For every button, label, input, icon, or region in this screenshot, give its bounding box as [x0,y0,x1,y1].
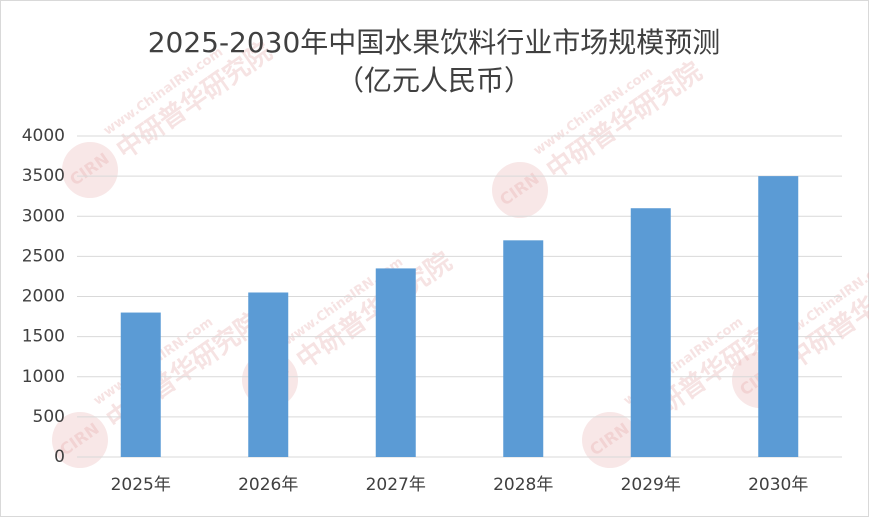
x-tick-label: 2029年 [621,475,681,495]
y-tick-label: 500 [33,407,65,427]
y-tick-label: 2500 [22,246,65,266]
y-tick-label: 3000 [22,206,65,226]
x-tick-label: 2027年 [366,475,426,495]
watermark-logo-circle [52,412,108,468]
bar [375,268,416,457]
bar [248,292,289,457]
y-tick-label: 0 [54,447,65,467]
y-tick-label: 1000 [22,367,65,387]
bar [503,240,544,457]
chart-title: 2025-2030年中国水果饮料行业市场规模预测 [148,26,721,59]
watermark-logo-circle [582,412,638,468]
x-tick-label: 2028年 [493,475,553,495]
x-tick-label: 2030年 [748,475,808,495]
x-tick-label: 2026年 [238,475,298,495]
bar [630,208,671,457]
bar [120,312,161,457]
y-tick-label: 2000 [22,287,65,307]
y-tick-label: 1500 [22,327,65,347]
y-tick-label: 3500 [22,166,65,186]
bar [758,176,799,457]
x-tick-label: 2025年 [111,475,171,495]
chart-subtitle: （亿元人民币） [336,64,532,97]
y-tick-label: 4000 [22,126,65,146]
watermark-logo-circle [62,142,118,198]
